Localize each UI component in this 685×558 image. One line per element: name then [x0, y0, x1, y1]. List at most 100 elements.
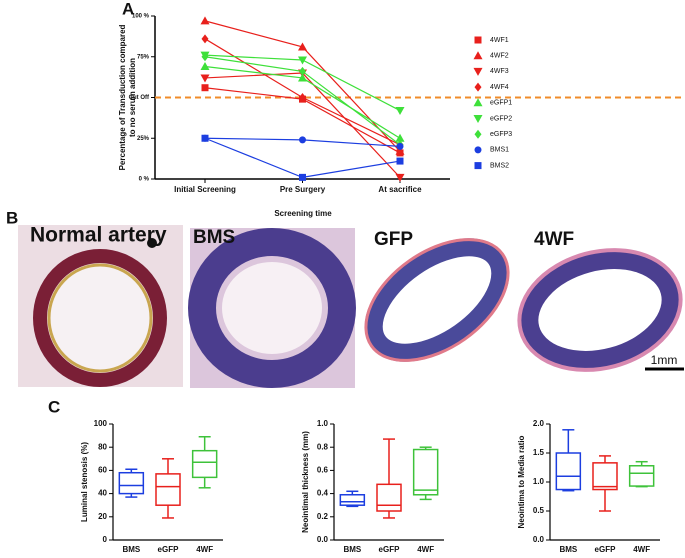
marker [200, 62, 210, 71]
y-tick-label: 0 [103, 535, 108, 544]
x-tick-label: BMS [122, 545, 140, 554]
legend-label: 4WF1 [490, 37, 509, 44]
y-tick-label: 75% [137, 54, 150, 60]
legend-marker [474, 146, 482, 154]
marker [201, 134, 209, 142]
x-tick-label: At sacrifice [378, 185, 422, 194]
legend-label: 4WF4 [490, 84, 509, 91]
x-tick-label: eGFP [158, 545, 180, 554]
x-axis-label: Screening time [274, 209, 332, 218]
y-tick-label: 2.0 [533, 419, 545, 428]
y-tick-label: 1.5 [533, 448, 545, 457]
box [592, 462, 618, 491]
y-tick-label: 0.2 [317, 512, 329, 521]
legend-label: eGFP2 [490, 115, 512, 122]
marker [395, 173, 405, 182]
y-axis-label: Neointimal thickness (mm) [301, 431, 310, 533]
y-tick-label: 1.0 [533, 477, 545, 486]
y-tick-label: 0.8 [317, 442, 329, 451]
box [555, 452, 582, 491]
scale-label: 1mm [651, 353, 678, 367]
marker [201, 84, 209, 92]
image-label: Normal artery [30, 224, 167, 247]
artery-lumen [222, 262, 322, 354]
marker [298, 56, 307, 65]
y-tick-label: 60 [98, 466, 107, 475]
y-axis-label: Luminal stenosis (%) [80, 442, 89, 522]
legend-marker [473, 98, 483, 107]
y-tick-label: 25% [137, 136, 150, 142]
legend-label: 4WF2 [490, 53, 509, 60]
box [412, 448, 439, 496]
x-tick-label: 4WF [417, 545, 434, 554]
box [628, 465, 655, 487]
box [376, 483, 402, 512]
y-tick-label: 0.0 [533, 535, 545, 544]
dot [147, 238, 157, 248]
marker [201, 34, 209, 44]
marker [298, 73, 307, 82]
legend-label: eGFP3 [490, 131, 512, 138]
y-tick-label: 1.0 [317, 419, 329, 428]
y-axis-label: Neointima to Media ratio [517, 435, 526, 528]
y-tick-label: 0.0 [317, 535, 329, 544]
artery-ring [188, 228, 356, 388]
series-line [204, 20, 401, 152]
legend-marker [473, 51, 483, 60]
y-tick-label: 20 [98, 512, 107, 521]
y-tick-label: Cut Off [129, 95, 150, 101]
image-label: 4WF [534, 229, 574, 250]
marker [396, 157, 404, 165]
marker [395, 107, 405, 116]
marker [299, 173, 306, 181]
y-tick-label: 40 [98, 489, 107, 498]
x-tick-label: Initial Screening [174, 185, 236, 194]
marker [200, 16, 210, 25]
x-tick-label: 4WF [196, 545, 213, 554]
y-tick-label: 0.6 [317, 466, 329, 475]
x-tick-label: BMS [343, 545, 361, 554]
y-tick-label: 100 [94, 419, 108, 428]
panel-label: A [122, 0, 134, 18]
y-tick-label: 0 % [139, 177, 150, 183]
marker [395, 146, 405, 155]
marker [396, 142, 404, 150]
artery-adventitia [517, 248, 683, 372]
box [155, 473, 181, 506]
series-line [204, 72, 401, 178]
y-tick-label: 0.4 [317, 489, 329, 498]
artery-ring [364, 238, 510, 362]
artery-adventitia [364, 238, 510, 362]
artery-ring [520, 251, 680, 369]
legend-label: 4WF3 [490, 68, 509, 75]
legend-marker [474, 162, 482, 170]
legend-marker [473, 67, 483, 76]
panel-label: C [48, 397, 60, 416]
panel-label: B [6, 208, 18, 227]
x-tick-label: 4WF [633, 545, 650, 554]
x-tick-label: eGFP [595, 545, 617, 554]
legend-label: eGFP1 [490, 100, 512, 107]
image-label: GFP [374, 229, 413, 250]
box [339, 494, 366, 506]
x-tick-label: Pre Surgery [280, 185, 326, 194]
artery-lumen [47, 263, 153, 373]
legend-marker [473, 115, 483, 123]
marker [299, 93, 306, 102]
marker [299, 66, 306, 76]
marker [395, 133, 405, 142]
x-tick-label: BMS [559, 545, 577, 554]
y-tick-label: 80 [98, 442, 107, 451]
series-line [204, 38, 401, 146]
x-tick-label: eGFP [379, 545, 401, 554]
legend-label: BMS2 [490, 162, 509, 169]
box [191, 449, 218, 479]
legend-label: BMS1 [490, 147, 509, 154]
image-label: BMS [193, 227, 235, 248]
legend-marker [474, 129, 482, 139]
marker [200, 74, 210, 83]
box [118, 471, 145, 495]
marker [299, 136, 306, 144]
histology-panels [18, 225, 685, 388]
